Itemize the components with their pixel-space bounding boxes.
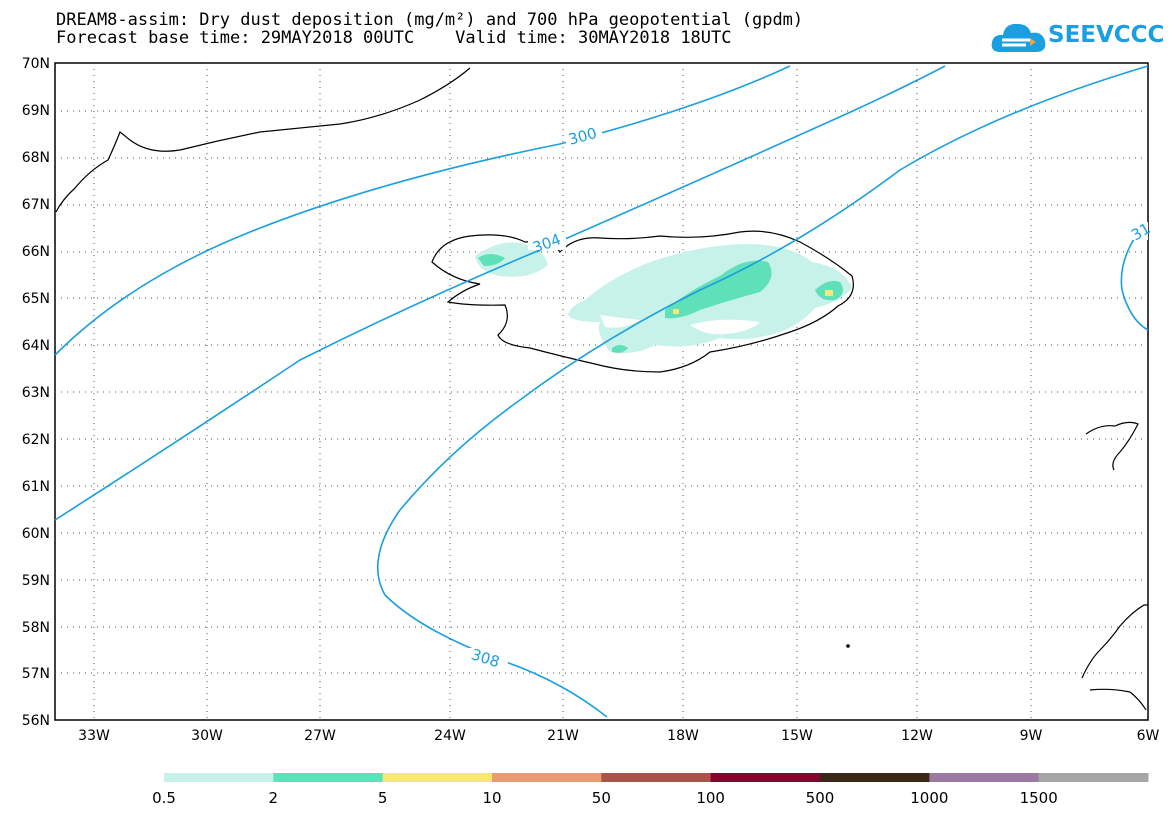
contour-300	[54, 65, 791, 356]
lon-label: 33W	[78, 728, 110, 744]
scotland-coast	[1081, 604, 1148, 711]
contour-304	[54, 65, 946, 521]
colorbar-swatch	[1038, 773, 1149, 782]
lat-label: 68N	[22, 150, 50, 166]
dust-gap	[690, 319, 760, 335]
lon-label: 9W	[1020, 728, 1043, 744]
contour-label-bg	[528, 232, 566, 250]
colorbar: 0.5 2 5 10 50 100 500 1000 1500	[152, 773, 1149, 807]
lat-label: 62N	[22, 432, 50, 448]
seevccc-logo: SEEVCCC	[990, 16, 1164, 58]
cloud-icon	[991, 23, 1046, 52]
lat-label: 70N	[22, 56, 50, 72]
colorbar-swatch	[492, 773, 602, 782]
lat-label: 65N	[22, 291, 50, 307]
lon-label: 15W	[781, 728, 813, 744]
lon-label: 27W	[304, 728, 336, 744]
forecast-times: Forecast base time: 29MAY2018 00UTC Vali…	[56, 28, 732, 48]
lon-label: 12W	[901, 728, 933, 744]
lon-label: 30W	[191, 728, 223, 744]
colorbar-label: 0.5	[152, 789, 176, 807]
dust-area-2	[612, 345, 628, 353]
colorbar-label: 100	[696, 789, 725, 807]
lon-label: 18W	[667, 728, 699, 744]
latitude-labels: 70N 69N 68N 67N 66N 65N 64N 63N 62N 61N …	[22, 56, 50, 729]
contour-label-bg	[468, 648, 508, 666]
colorbar-label: 5	[378, 789, 388, 807]
lat-label: 67N	[22, 197, 50, 213]
dust-area-5	[673, 309, 679, 314]
lon-label: 6W	[1137, 728, 1160, 744]
colorbar-swatch	[929, 773, 1040, 782]
dust-area-0-5	[475, 242, 548, 277]
iceland-coast	[431, 230, 854, 373]
lat-label: 66N	[22, 244, 50, 260]
lon-label: 21W	[547, 728, 579, 744]
colorbar-swatch	[273, 773, 384, 782]
coastlines	[55, 67, 1148, 711]
colorbar-label: 50	[592, 789, 611, 807]
chart-title: DREAM8-assim: Dry dust deposition (mg/m²…	[56, 10, 804, 30]
colorbar-swatch	[601, 773, 712, 782]
dust-area-2	[665, 260, 772, 319]
rockall-islet	[846, 644, 850, 648]
lat-label: 63N	[22, 385, 50, 401]
colorbar-swatch	[164, 773, 274, 782]
lat-label: 61N	[22, 479, 50, 495]
dust-gap	[600, 315, 640, 328]
colorbar-label: 1000	[910, 789, 948, 807]
colorbar-label: 1500	[1020, 789, 1058, 807]
colorbar-label: 2	[269, 789, 279, 807]
lat-label: 58N	[22, 620, 50, 636]
lat-label: 59N	[22, 573, 50, 589]
contour-label-bg	[566, 126, 602, 144]
colorbar-label: 500	[806, 789, 835, 807]
geopotential-contours	[54, 65, 1149, 718]
lat-label: 60N	[22, 526, 50, 542]
dust-area-2	[478, 254, 505, 266]
colorbar-label: 10	[482, 789, 501, 807]
greenland-coast	[55, 67, 471, 213]
contour-308	[377, 65, 1149, 718]
dust-deposition-field	[475, 242, 852, 354]
dust-area-5	[825, 290, 833, 296]
lat-label: 57N	[22, 666, 50, 682]
lat-label: 69N	[22, 103, 50, 119]
colorbar-swatch	[710, 773, 821, 782]
lat-label: 56N	[22, 713, 50, 729]
longitude-labels: 33W 30W 27W 24W 21W 18W 15W 12W 9W 6W	[78, 728, 1159, 744]
lat-label: 64N	[22, 338, 50, 354]
lon-label: 24W	[434, 728, 466, 744]
contour-label-bg	[1128, 222, 1148, 240]
contour-312	[1120, 229, 1149, 331]
colorbar-swatch	[820, 773, 930, 782]
logo-text: SEEVCCC	[1048, 22, 1165, 48]
faroe-coast	[1085, 421, 1139, 471]
colorbar-swatch	[382, 773, 493, 782]
